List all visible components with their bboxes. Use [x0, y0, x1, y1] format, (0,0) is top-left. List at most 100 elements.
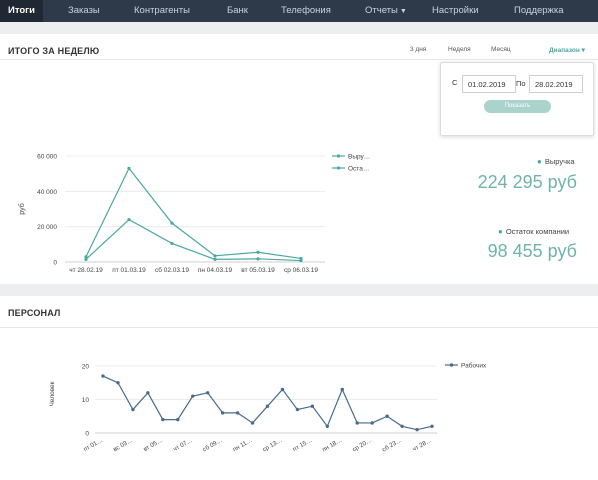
range-tab-month[interactable]: Месяц [491, 46, 511, 53]
x-tick-label: пт 01.03.19 [112, 267, 146, 274]
x-tick-label: ср 13… [261, 437, 283, 454]
divider [0, 59, 598, 60]
x-tick-label: ср 20… [351, 437, 373, 454]
data-point [84, 257, 88, 261]
legend-label: Оста… [348, 166, 369, 173]
balance-stat-label: ● Остаток компании [498, 227, 569, 236]
range-dropdown-label: Диапазон [549, 47, 580, 54]
data-point [146, 391, 150, 395]
range-tab-3-days[interactable]: 3 дня [410, 46, 427, 53]
nav-item-reports[interactable]: Отчеты ▼ [365, 0, 407, 22]
top-navbar: Итоги Заказы Контрагенты Банк Телефония … [0, 0, 598, 22]
x-tick-label: пн 04.03.19 [198, 267, 233, 274]
weekly-title: ИТОГО ЗА НЕДЕЛЮ [8, 46, 100, 56]
data-point [370, 421, 374, 425]
legend-dot-icon: ● [498, 227, 503, 236]
x-tick-label: сб 23… [381, 437, 403, 454]
x-tick-label: пн 11… [232, 437, 254, 454]
data-point [220, 411, 225, 415]
y-tick-label: 20 000 [37, 224, 57, 231]
series-line [85, 167, 302, 260]
data-point [415, 427, 419, 432]
staff-title: ПЕРСОНАЛ [8, 308, 61, 318]
data-point [355, 421, 359, 425]
staff-card: ПЕРСОНАЛ 0 10 20 Человек пт 01… вс 03… вт 05… ч… [0, 296, 598, 480]
data-point [170, 221, 174, 225]
range-dropdown[interactable]: Диапазон ▾ [549, 46, 585, 54]
data-point [340, 387, 344, 392]
revenue-line-chart: 0 20 000 40 000 60 000 руб чт 28.02.19 пт 01.0… [18, 154, 370, 275]
divider [0, 327, 598, 328]
data-point [265, 404, 270, 408]
revenue-value: 224 295 руб [477, 172, 577, 192]
date-from-input[interactable] [462, 75, 516, 93]
x-tick-label: пт 15… [292, 437, 314, 454]
nav-item-settings[interactable]: Настройки [432, 5, 479, 16]
x-tick-label: вт 05.03.19 [241, 267, 275, 274]
nav-item-telephony[interactable]: Телефония [281, 5, 331, 16]
y-tick-label: 60 000 [37, 154, 57, 161]
x-tick-label: сб 02.03.19 [155, 266, 189, 274]
y-tick-label: 10 [82, 397, 90, 404]
x-tick-label: чт 28.02.19 [69, 267, 103, 274]
chevron-down-icon: ▾ [581, 47, 585, 54]
y-tick-label: 40 000 [37, 189, 57, 196]
data-point [213, 257, 217, 261]
balance-value: 98 455 руб [487, 241, 577, 261]
data-point [295, 407, 300, 412]
staff-line-chart: 0 10 20 Человек пт 01… вс 03… вт 05… чт 07… сб 0… [49, 362, 487, 454]
data-point [176, 417, 180, 422]
date-to-input[interactable] [529, 75, 583, 93]
nav-item-reports-label: Отчеты [365, 5, 398, 16]
legend-marker [449, 363, 454, 367]
y-axis-label: руб [18, 203, 26, 214]
legend-marker [336, 154, 341, 158]
x-tick-label: ср 06.03.19 [284, 267, 318, 274]
legend-label: Рабочих [461, 362, 487, 370]
legend-label: Выру… [348, 154, 370, 161]
data-point [170, 241, 174, 246]
x-tick-label: чт 28… [411, 437, 433, 453]
x-tick-label: вс 03… [112, 437, 134, 454]
data-point [205, 391, 210, 395]
data-point [325, 424, 330, 428]
data-point [131, 407, 135, 412]
data-point [116, 381, 120, 385]
data-point [280, 387, 285, 392]
data-point [310, 404, 315, 408]
data-point [161, 417, 165, 422]
data-point [250, 421, 255, 425]
nav-item-contractors[interactable]: Контрагенты [134, 5, 190, 16]
data-point [84, 255, 88, 259]
data-point [127, 218, 131, 222]
nav-item-bank[interactable]: Банк [227, 5, 248, 16]
to-label: По [516, 79, 526, 88]
data-point [299, 258, 303, 263]
series-line [102, 375, 433, 431]
y-tick-label: 0 [53, 260, 57, 267]
data-point [400, 424, 404, 428]
date-range-popup: С По Показать [440, 62, 594, 136]
data-point [256, 257, 260, 261]
range-tab-week[interactable]: Неделя [448, 46, 471, 53]
x-tick-label: сб 09… [202, 437, 224, 454]
nav-item-orders[interactable]: Заказы [68, 5, 100, 16]
data-point [256, 250, 260, 254]
y-tick-label: 20 [82, 364, 90, 371]
y-tick-label: 0 [85, 431, 89, 438]
data-point [213, 254, 217, 258]
x-tick-label: вт 05… [142, 437, 163, 453]
from-label: С [452, 78, 458, 87]
x-tick-label: чт 07… [172, 437, 194, 453]
revenue-stat-label: ● Выручка [537, 157, 575, 166]
data-point [385, 414, 389, 418]
nav-item-itogi[interactable]: Итоги [0, 0, 43, 22]
y-axis-label: Человек [49, 381, 56, 406]
show-button[interactable]: Показать [484, 100, 551, 113]
series-line [85, 218, 302, 262]
data-point [191, 394, 195, 398]
data-point [235, 411, 240, 415]
chevron-down-icon: ▼ [399, 8, 407, 15]
nav-item-support[interactable]: Поддержка [514, 5, 564, 16]
legend-dot-icon: ● [537, 157, 542, 166]
